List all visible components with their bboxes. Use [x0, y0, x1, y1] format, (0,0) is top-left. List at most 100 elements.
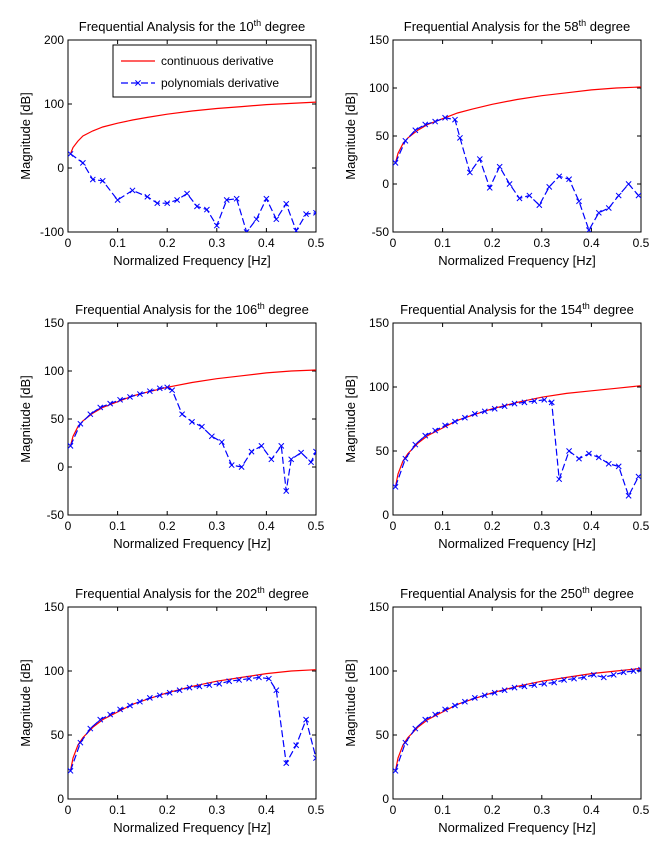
x-tick-label: 0.5: [308, 519, 325, 533]
x-tick-label: 0.4: [258, 236, 275, 250]
data-point-marker: [236, 677, 243, 683]
x-tick-label: 0.2: [159, 803, 176, 817]
data-point-marker: [216, 680, 223, 687]
title-suffix: degree: [590, 586, 634, 601]
data-point-marker: [68, 767, 74, 774]
plot-area: [393, 86, 641, 232]
data-point-marker: [585, 227, 592, 232]
data-point-marker: [129, 187, 136, 194]
data-point-marker: [313, 209, 316, 216]
data-point-marker: [97, 716, 104, 723]
data-point-marker: [481, 692, 488, 699]
data-point-marker: [546, 183, 553, 190]
data-point-marker: [605, 460, 612, 467]
title-degree: 250: [561, 586, 583, 601]
y-axis-label: Magnitude [dB]: [18, 92, 33, 179]
axes-box: [67, 322, 317, 516]
data-point-marker: [206, 682, 213, 689]
title-degree: 106: [236, 302, 258, 317]
data-point-marker: [288, 456, 295, 463]
axes-box: [392, 39, 642, 233]
data-point-marker: [442, 422, 449, 429]
data-point-marker: [566, 176, 573, 183]
data-point-marker: [246, 675, 252, 682]
x-tick-label: 0.1: [434, 236, 451, 250]
x-tick-label: 0.3: [208, 803, 225, 817]
data-point-marker: [283, 760, 290, 767]
title-suffix: degree: [265, 586, 309, 601]
y-axis-label: Magnitude [dB]: [343, 92, 358, 179]
x-tick-label: 0: [390, 519, 397, 533]
data-point-marker: [164, 200, 171, 207]
y-axis-label: Magnitude [dB]: [343, 659, 358, 746]
series-line-polynomials-derivative: [70, 153, 316, 232]
chart-title: Frequential Analysis for the 154th degre…: [400, 301, 634, 317]
data-point-marker: [402, 137, 409, 144]
data-point-marker: [516, 195, 523, 202]
title-suffix: degree: [590, 302, 634, 317]
y-tick-label: 50: [376, 444, 390, 458]
chart-title: Frequential Analysis for the 10th degree: [79, 18, 306, 34]
title-degree: 202: [236, 586, 258, 601]
data-point-marker: [186, 684, 193, 691]
y-tick-label: 100: [369, 664, 389, 678]
legend: continuous derivative polynomials derivat…: [112, 44, 312, 98]
data-point-marker: [77, 420, 84, 427]
y-tick-label: 150: [369, 33, 389, 47]
x-axis-label: Normalized Frequency [Hz]: [113, 820, 271, 835]
chart-title: Frequential Analysis for the 202th degre…: [75, 585, 309, 601]
data-point-marker: [521, 683, 528, 690]
data-point-marker: [531, 682, 538, 689]
chart-panel-6: 0 0.1 0.2 0.3 0.4 0.5 0 50 100 150 Frequential Ana…: [343, 585, 650, 835]
y-tick-label: 100: [44, 364, 64, 378]
y-tick-label: 50: [376, 129, 390, 143]
title-suffix: degree: [265, 302, 309, 317]
data-point-marker: [536, 202, 543, 209]
data-point-marker: [256, 674, 262, 681]
data-point-marker: [77, 739, 84, 746]
data-point-marker: [248, 448, 255, 455]
data-point-marker: [432, 711, 439, 718]
data-point-marker: [461, 698, 468, 705]
data-point-marker: [99, 177, 106, 184]
plot-area: [68, 669, 316, 774]
y-tick-label: 0: [382, 508, 389, 522]
x-axis-label: Normalized Frequency [Hz]: [113, 536, 271, 551]
data-point-marker: [630, 668, 637, 674]
y-tick-label: 0: [57, 460, 64, 474]
data-point-marker: [107, 400, 114, 407]
data-point-marker: [117, 706, 124, 713]
data-point-marker: [576, 198, 582, 205]
y-tick-label: 0: [57, 792, 64, 806]
x-tick-label: 0.5: [308, 236, 325, 250]
data-point-marker: [68, 150, 74, 157]
x-tick-label: 0.5: [633, 519, 650, 533]
legend-box: [112, 44, 312, 98]
data-point-marker: [213, 222, 220, 229]
y-axis-label: Magnitude [dB]: [18, 659, 33, 746]
chart-title: Frequential Analysis for the 58th degree: [404, 18, 631, 34]
data-point-marker: [114, 197, 121, 203]
data-point-marker: [283, 200, 290, 207]
data-point-marker: [313, 448, 316, 455]
data-point-marker: [471, 694, 478, 701]
data-point-marker: [476, 156, 483, 162]
data-point-marker: [635, 192, 641, 199]
title-superscript: th: [257, 301, 265, 311]
x-tick-label: 0.2: [484, 236, 501, 250]
data-point-marker: [146, 694, 153, 701]
data-point-marker: [422, 121, 429, 128]
data-point-marker: [501, 403, 508, 410]
data-point-marker: [127, 702, 133, 709]
data-point-marker: [154, 200, 161, 207]
data-point-marker: [625, 181, 632, 187]
y-tick-label: 0: [382, 792, 389, 806]
title-superscript: th: [257, 585, 265, 595]
y-tick-label: 100: [44, 664, 64, 678]
data-point-marker: [136, 391, 143, 397]
data-point-marker: [293, 227, 300, 232]
y-tick-label: 50: [51, 728, 65, 742]
x-tick-label: 0.4: [583, 236, 600, 250]
data-point-marker: [169, 387, 176, 394]
x-tick-label: 0.1: [109, 236, 126, 250]
